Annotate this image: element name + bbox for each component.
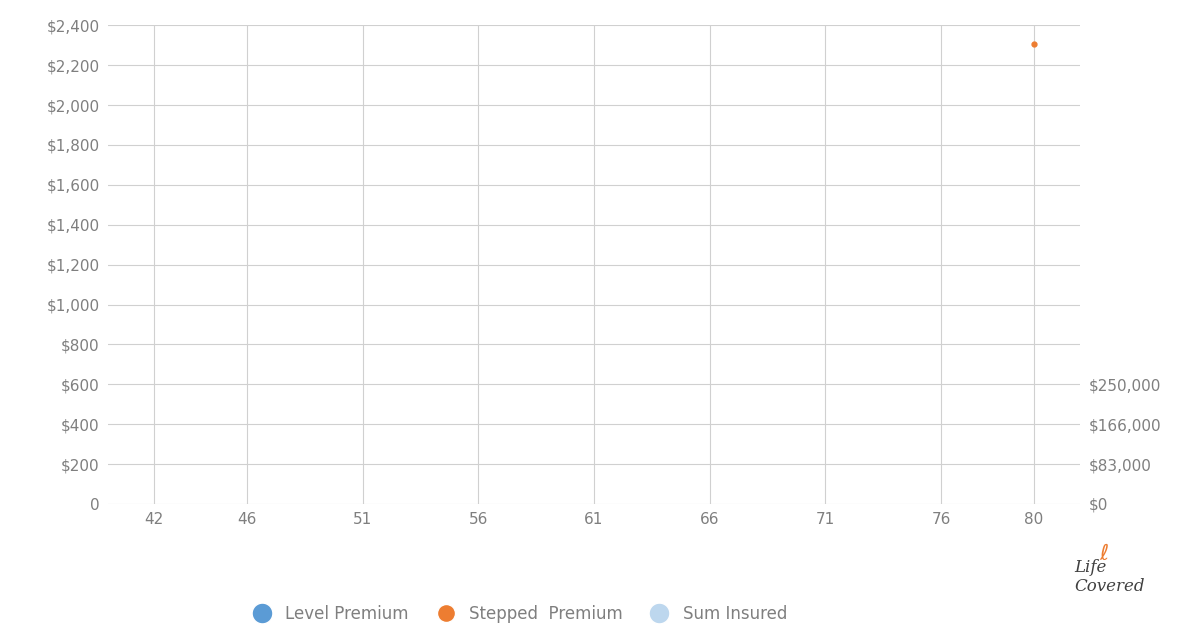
Text: Covered: Covered: [1074, 578, 1145, 595]
Legend: Level Premium, Stepped  Premium, Sum Insured: Level Premium, Stepped Premium, Sum Insu…: [239, 598, 793, 630]
Text: Life: Life: [1074, 559, 1106, 576]
Text: ℓ: ℓ: [1099, 544, 1109, 564]
